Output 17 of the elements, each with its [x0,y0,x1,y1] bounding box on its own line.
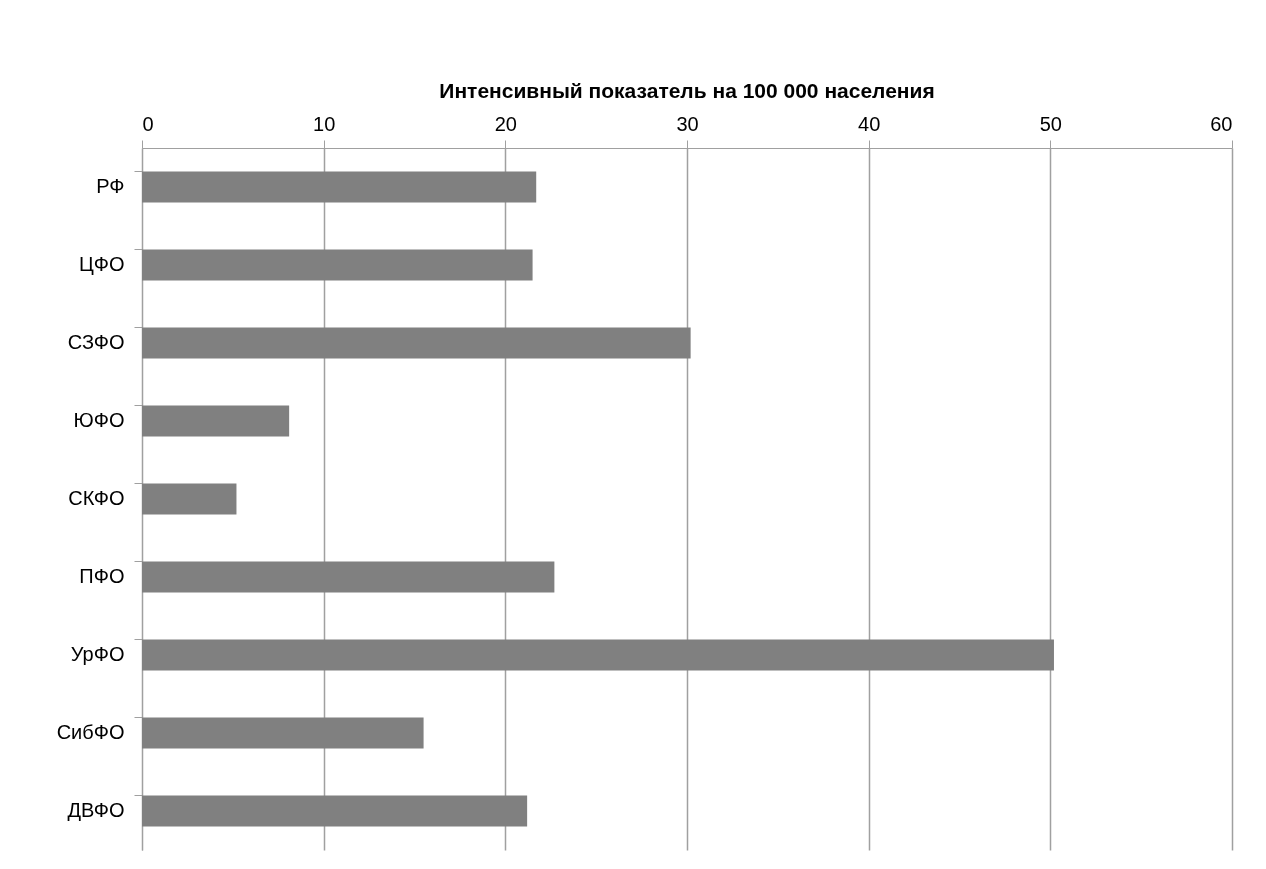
chart-title: Интенсивный показатель на 100 000 населения [439,79,935,102]
x-tick-label: 20 [494,112,517,135]
x-tick-label: 0 [142,112,154,135]
x-tick-label: 10 [313,112,336,135]
y-tick-label: ПФО [79,565,125,587]
y-tick-label: СибФО [56,721,125,743]
y-tick-label: ЦФО [78,253,125,275]
x-tick-label: 60 [1210,112,1233,135]
y-tick-label: УрФО [70,643,125,665]
x-tick-label: 40 [858,112,881,135]
y-tick-label: СКФО [68,487,125,509]
x-tick-label: 30 [676,112,699,135]
y-tick-label: РФ [96,175,125,197]
y-tick-label: СЗФО [67,331,125,353]
y-tick-label: ЮФО [73,409,125,431]
x-tick-label: 50 [1039,112,1062,135]
y-tick-label: ДВФО [67,799,125,821]
